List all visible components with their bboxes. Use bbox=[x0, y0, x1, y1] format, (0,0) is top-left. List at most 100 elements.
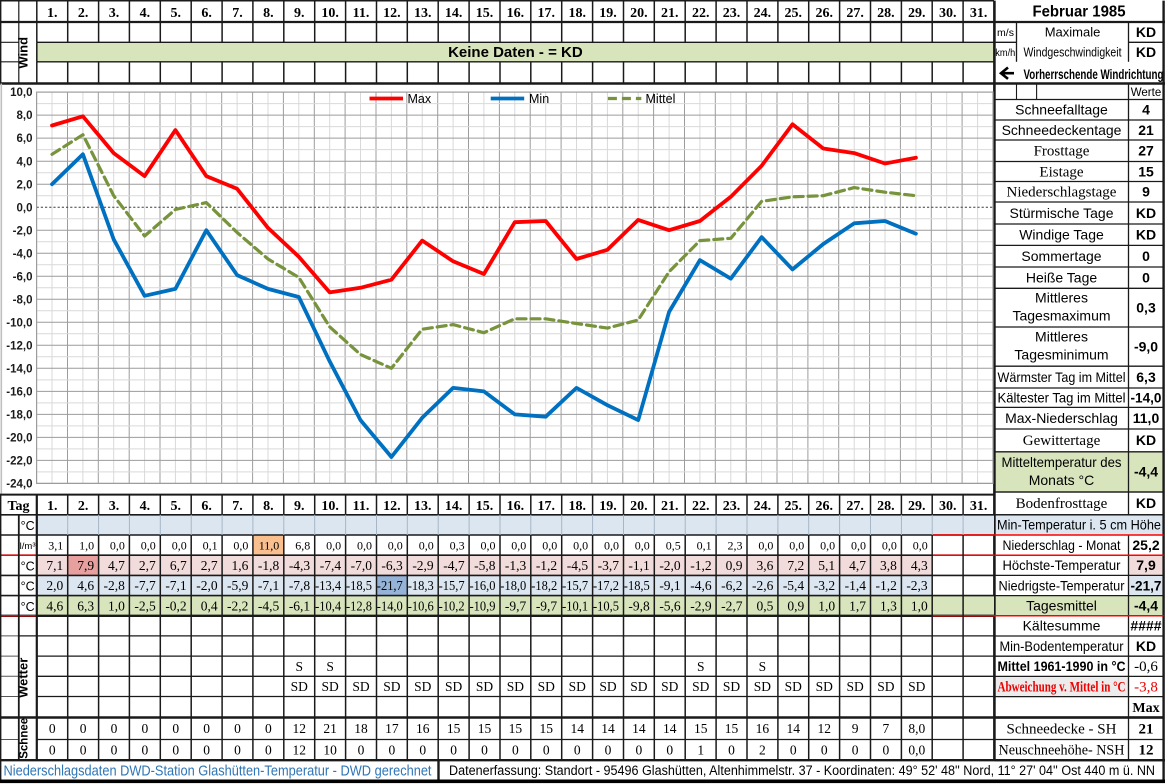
svg-text:2,0: 2,0 bbox=[17, 179, 33, 191]
svg-text:Wetter: Wetter bbox=[16, 658, 31, 698]
svg-text:-14,0: -14,0 bbox=[6, 363, 32, 375]
svg-text:SD: SD bbox=[785, 679, 803, 694]
svg-text:0,0: 0,0 bbox=[908, 743, 925, 758]
svg-text:SD: SD bbox=[846, 679, 864, 694]
svg-text:SD: SD bbox=[352, 679, 370, 694]
svg-text:Februar 1985: Februar 1985 bbox=[1033, 4, 1126, 21]
svg-text:31.: 31. bbox=[970, 6, 988, 21]
svg-text:1,0: 1,0 bbox=[911, 598, 928, 613]
svg-text:0: 0 bbox=[234, 721, 241, 736]
svg-text:11,0: 11,0 bbox=[1133, 410, 1160, 426]
svg-text:14: 14 bbox=[601, 721, 615, 736]
svg-text:0,9: 0,9 bbox=[726, 558, 743, 573]
svg-text:-3,2: -3,2 bbox=[814, 578, 835, 593]
svg-text:0: 0 bbox=[605, 743, 612, 758]
svg-text:Frosttage: Frosttage bbox=[1034, 144, 1090, 160]
svg-text:-1,8: -1,8 bbox=[258, 558, 280, 573]
svg-text:7: 7 bbox=[883, 721, 890, 736]
svg-text:0: 0 bbox=[790, 743, 797, 758]
svg-text:21: 21 bbox=[1138, 122, 1154, 138]
svg-text:7,9: 7,9 bbox=[1136, 557, 1156, 573]
svg-text:Tagesmittel: Tagesmittel bbox=[1026, 598, 1097, 614]
svg-text:Niederschlag - Monat: Niederschlag - Monat bbox=[1003, 537, 1121, 553]
svg-text:S: S bbox=[759, 659, 767, 674]
svg-text:9.: 9. bbox=[294, 499, 305, 514]
svg-text:-21,7: -21,7 bbox=[377, 578, 403, 593]
svg-text:Windige Tage: Windige Tage bbox=[1019, 227, 1104, 243]
svg-text:21: 21 bbox=[1139, 721, 1154, 737]
svg-text:19.: 19. bbox=[599, 499, 617, 514]
svg-text:°C: °C bbox=[21, 600, 35, 614]
svg-text:Eistage: Eistage bbox=[1039, 164, 1083, 180]
svg-text:14: 14 bbox=[663, 721, 677, 736]
svg-text:S: S bbox=[326, 659, 334, 674]
svg-text:KD: KD bbox=[1136, 44, 1156, 60]
svg-text:0: 0 bbox=[666, 743, 673, 758]
svg-text:SD: SD bbox=[476, 679, 494, 694]
svg-text:Kältester Tag im Mittel: Kältester Tag im Mittel bbox=[998, 390, 1126, 406]
svg-text:-18,2: -18,2 bbox=[531, 578, 557, 593]
svg-text:-16,0: -16,0 bbox=[470, 578, 496, 593]
svg-text:1,0: 1,0 bbox=[108, 598, 125, 613]
svg-text:°C: °C bbox=[21, 580, 35, 594]
svg-text:-10,6: -10,6 bbox=[408, 598, 434, 613]
svg-text:-10,9: -10,9 bbox=[470, 598, 496, 613]
svg-text:8.: 8. bbox=[263, 499, 274, 514]
svg-text:0,4: 0,4 bbox=[201, 598, 218, 613]
svg-text:0: 0 bbox=[574, 743, 581, 758]
svg-text:1.: 1. bbox=[47, 499, 58, 514]
svg-text:1.: 1. bbox=[47, 6, 58, 21]
svg-text:12: 12 bbox=[293, 721, 307, 736]
svg-text:SD: SD bbox=[507, 679, 525, 694]
svg-text:12: 12 bbox=[293, 743, 307, 758]
svg-text:1,3: 1,3 bbox=[880, 598, 897, 613]
svg-text:13.: 13. bbox=[414, 6, 432, 21]
svg-text:21.: 21. bbox=[661, 499, 679, 514]
svg-text:SD: SD bbox=[908, 679, 926, 694]
svg-text:0,0: 0,0 bbox=[511, 539, 526, 553]
svg-text:0: 0 bbox=[203, 721, 210, 736]
svg-text:Stürmische Tage: Stürmische Tage bbox=[1009, 205, 1113, 221]
svg-text:Heiße Tage: Heiße Tage bbox=[1026, 269, 1098, 285]
svg-text:m/s: m/s bbox=[997, 27, 1014, 39]
svg-text:0,0: 0,0 bbox=[573, 539, 588, 553]
svg-text:2,0: 2,0 bbox=[46, 578, 63, 593]
svg-text:6.: 6. bbox=[201, 499, 212, 514]
svg-text:0,0: 0,0 bbox=[789, 539, 804, 553]
svg-text:25.: 25. bbox=[785, 6, 803, 21]
svg-text:15: 15 bbox=[1138, 163, 1154, 179]
svg-text:0,1: 0,1 bbox=[203, 539, 218, 553]
svg-text:0: 0 bbox=[265, 721, 272, 736]
svg-text:SD: SD bbox=[569, 679, 587, 694]
svg-text:-10,5: -10,5 bbox=[593, 598, 619, 613]
svg-text:16: 16 bbox=[756, 721, 770, 736]
svg-text:-20,0: -20,0 bbox=[6, 433, 32, 445]
svg-text:10.: 10. bbox=[321, 6, 339, 21]
svg-text:18.: 18. bbox=[568, 6, 586, 21]
svg-text:SD: SD bbox=[414, 679, 432, 694]
svg-text:12: 12 bbox=[817, 721, 831, 736]
svg-text:-1,1: -1,1 bbox=[628, 558, 649, 573]
svg-text:0,0: 0,0 bbox=[326, 539, 341, 553]
svg-text:4,7: 4,7 bbox=[108, 558, 125, 573]
svg-text:Wind: Wind bbox=[16, 37, 31, 69]
svg-text:Maximale: Maximale bbox=[1045, 24, 1101, 39]
svg-text:3,8: 3,8 bbox=[880, 558, 897, 573]
svg-text:-10,0: -10,0 bbox=[6, 317, 32, 329]
svg-text:0: 0 bbox=[49, 721, 56, 736]
svg-text:km/h: km/h bbox=[995, 47, 1015, 59]
svg-text:SD: SD bbox=[599, 679, 617, 694]
svg-text:Niedrigste-Temperatur: Niedrigste-Temperatur bbox=[999, 577, 1125, 593]
svg-text:22.: 22. bbox=[692, 499, 710, 514]
svg-text:Max: Max bbox=[1132, 701, 1159, 716]
svg-text:SD: SD bbox=[754, 679, 772, 694]
svg-text:Vorherrschende Windrichtung: Vorherrschende Windrichtung bbox=[1024, 66, 1164, 82]
svg-text:-9,7: -9,7 bbox=[505, 598, 527, 613]
svg-text:2,7: 2,7 bbox=[201, 558, 218, 573]
svg-text:30.: 30. bbox=[939, 499, 957, 514]
svg-text:KD: KD bbox=[1136, 638, 1156, 654]
svg-text:-18,5: -18,5 bbox=[346, 578, 372, 593]
svg-text:-1,2: -1,2 bbox=[690, 558, 711, 573]
svg-text:0,9: 0,9 bbox=[787, 598, 804, 613]
svg-text:-6,3: -6,3 bbox=[381, 558, 403, 573]
